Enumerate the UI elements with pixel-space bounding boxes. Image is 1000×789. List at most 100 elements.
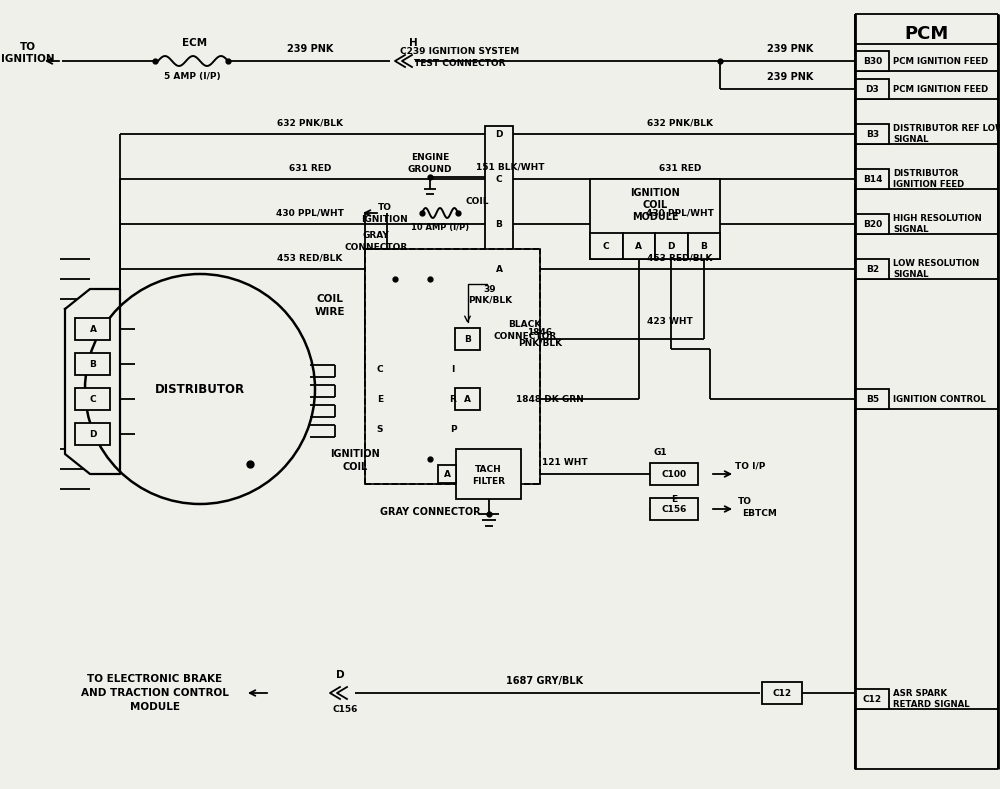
Text: R: R	[450, 394, 456, 403]
Text: PCM IGNITION FEED: PCM IGNITION FEED	[893, 57, 988, 65]
Text: D: D	[495, 129, 503, 139]
Text: 151 BLK/WHT: 151 BLK/WHT	[476, 163, 544, 171]
Text: COIL: COIL	[642, 200, 668, 210]
Text: 239 PNK: 239 PNK	[767, 72, 813, 82]
Text: E: E	[377, 394, 383, 403]
Text: 1687 GRY/BLK: 1687 GRY/BLK	[506, 676, 584, 686]
Text: FILTER: FILTER	[472, 477, 505, 486]
Text: B2: B2	[866, 264, 879, 274]
Text: 453 RED/BLK: 453 RED/BLK	[277, 253, 343, 263]
Text: 423 WHT: 423 WHT	[647, 316, 693, 326]
Bar	[75, 423, 110, 445]
Bar	[622, 233, 655, 259]
Text: IGNITION: IGNITION	[1, 54, 55, 64]
Text: MODULE: MODULE	[130, 702, 180, 712]
Text: D3: D3	[866, 84, 879, 94]
Bar	[688, 233, 720, 259]
Text: C12: C12	[772, 689, 792, 697]
Text: TO ELECTRONIC BRAKE: TO ELECTRONIC BRAKE	[87, 674, 223, 684]
Text: 632 PNK/BLK: 632 PNK/BLK	[277, 118, 343, 128]
Text: 430 PPL/WHT: 430 PPL/WHT	[646, 208, 714, 218]
Text: A: A	[635, 241, 642, 250]
Text: S: S	[377, 424, 383, 433]
Text: PNK/BLK: PNK/BLK	[468, 296, 512, 305]
Text: BLACK: BLACK	[508, 320, 542, 328]
Text: C100: C100	[661, 469, 687, 478]
Bar	[856, 51, 889, 71]
Polygon shape	[65, 289, 120, 474]
Bar	[456, 449, 521, 499]
Text: B: B	[90, 360, 96, 368]
Text: C156: C156	[332, 705, 358, 713]
Text: B5: B5	[866, 394, 879, 403]
Text: IGNITION: IGNITION	[630, 188, 680, 198]
Text: WIRE: WIRE	[315, 307, 345, 317]
Bar	[856, 214, 889, 234]
Text: C239 IGNITION SYSTEM: C239 IGNITION SYSTEM	[400, 47, 520, 55]
Text: 453 RED/BLK: 453 RED/BLK	[647, 253, 713, 263]
Text: 239 PNK: 239 PNK	[767, 44, 813, 54]
Text: MODULE: MODULE	[632, 212, 678, 222]
Text: DISTRIBUTOR
IGNITION FEED: DISTRIBUTOR IGNITION FEED	[893, 170, 964, 189]
Bar	[856, 689, 889, 709]
Text: CONNECTOR: CONNECTOR	[344, 242, 408, 252]
Text: C156: C156	[661, 504, 687, 514]
Bar	[856, 259, 889, 279]
Text: LOW RESOLUTION
SIGNAL: LOW RESOLUTION SIGNAL	[893, 260, 979, 279]
Text: A: A	[464, 394, 471, 403]
Text: C: C	[496, 174, 502, 184]
Text: C: C	[603, 241, 610, 250]
Text: 1848 DK GRN: 1848 DK GRN	[516, 394, 584, 403]
Text: COIL: COIL	[317, 294, 343, 304]
Text: 10 AMP (I/P): 10 AMP (I/P)	[411, 222, 469, 231]
Bar	[75, 318, 110, 340]
Text: B30: B30	[863, 57, 882, 65]
Text: A: A	[90, 324, 96, 334]
Bar	[856, 389, 889, 409]
Bar	[75, 388, 110, 410]
Bar	[655, 233, 688, 259]
Text: A: A	[444, 469, 450, 478]
Text: 121 WHT: 121 WHT	[542, 458, 588, 466]
Text: TO: TO	[20, 42, 36, 52]
Text: TEST CONNECTOR: TEST CONNECTOR	[414, 58, 506, 68]
Text: TO: TO	[378, 203, 392, 211]
Bar	[365, 249, 387, 379]
Text: ENGINE: ENGINE	[411, 152, 449, 162]
Bar	[590, 179, 720, 259]
Text: B20: B20	[863, 219, 882, 229]
Text: HIGH RESOLUTION
SIGNAL: HIGH RESOLUTION SIGNAL	[893, 215, 982, 234]
Text: A: A	[496, 264, 503, 274]
Text: GROUND: GROUND	[408, 164, 452, 174]
Text: P: P	[450, 424, 456, 433]
Bar	[485, 126, 513, 277]
Text: B: B	[496, 219, 502, 229]
Text: COIL: COIL	[342, 462, 368, 472]
Text: CONNECTOR: CONNECTOR	[493, 331, 557, 341]
Text: AND TRACTION CONTROL: AND TRACTION CONTROL	[81, 688, 229, 698]
Text: ASR SPARK
RETARD SIGNAL: ASR SPARK RETARD SIGNAL	[893, 690, 970, 709]
Text: G1: G1	[653, 447, 667, 457]
Text: GRAY: GRAY	[363, 230, 389, 240]
Text: 631 RED: 631 RED	[289, 163, 331, 173]
Text: IGNITION CONTROL: IGNITION CONTROL	[893, 394, 986, 403]
Text: COIL: COIL	[465, 196, 489, 205]
Text: PCM: PCM	[904, 25, 949, 43]
Text: H: H	[409, 38, 417, 48]
Bar	[762, 682, 802, 704]
Bar	[455, 328, 480, 350]
Bar	[856, 79, 889, 99]
Text: TO: TO	[738, 496, 752, 506]
Text: E: E	[671, 495, 677, 503]
Text: 632 PNK/BLK: 632 PNK/BLK	[647, 118, 713, 128]
Text: C: C	[90, 394, 96, 403]
Text: DISTRIBUTOR REF LOW
SIGNAL: DISTRIBUTOR REF LOW SIGNAL	[893, 125, 1000, 144]
Text: B3: B3	[866, 129, 879, 139]
Bar	[650, 498, 698, 520]
Text: B: B	[464, 335, 471, 343]
Bar	[455, 388, 480, 410]
Text: DISTRIBUTOR: DISTRIBUTOR	[155, 383, 245, 395]
Text: EBTCM: EBTCM	[743, 508, 777, 518]
Text: D: D	[336, 670, 344, 680]
Text: B: B	[700, 241, 707, 250]
